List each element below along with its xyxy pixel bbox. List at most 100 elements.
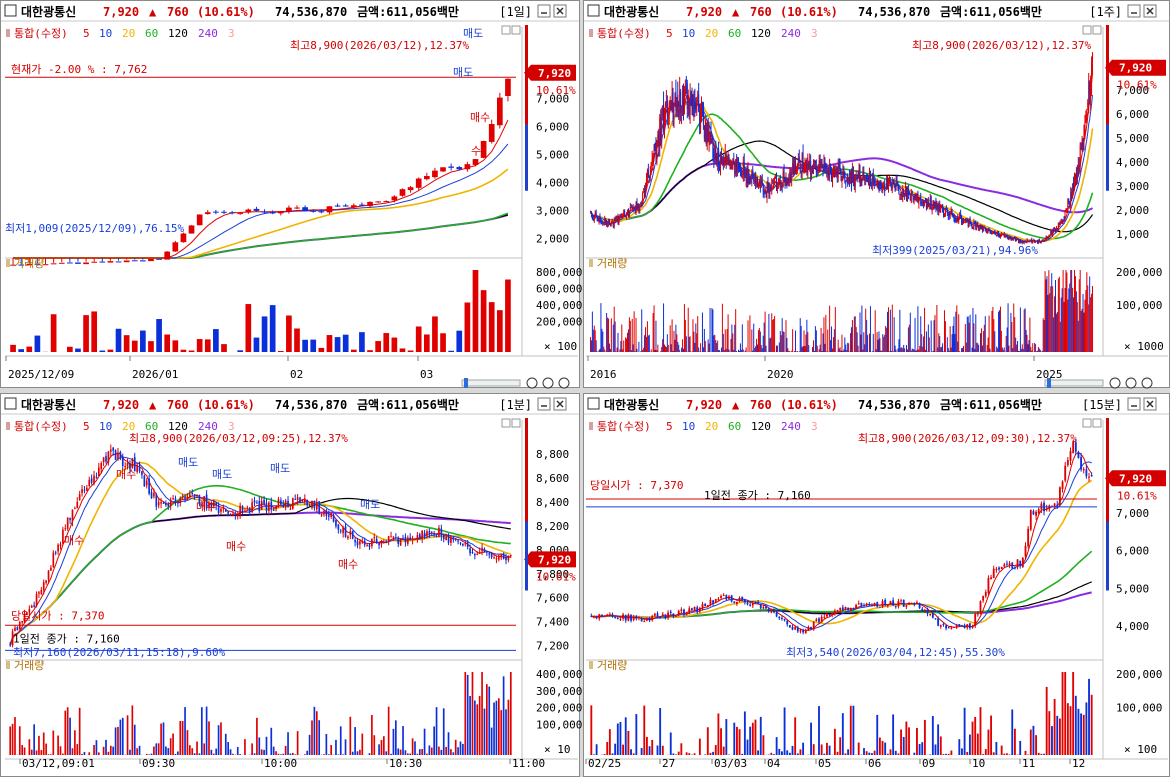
candle-body bbox=[672, 613, 675, 617]
candle-body bbox=[1025, 242, 1027, 244]
volume-bar bbox=[253, 337, 260, 352]
candle-body bbox=[481, 547, 483, 552]
volume-bar bbox=[742, 349, 744, 352]
period-selector[interactable]: [1분] bbox=[499, 398, 532, 412]
candle-body bbox=[756, 181, 758, 183]
period-selector[interactable]: [15분] bbox=[1082, 398, 1122, 412]
volume-bar bbox=[669, 732, 672, 755]
candle-body bbox=[1057, 223, 1059, 229]
candle-body bbox=[716, 159, 718, 163]
daily-zoom-controls[interactable] bbox=[461, 377, 570, 389]
candle-body bbox=[35, 594, 38, 607]
period-selector[interactable]: [1주] bbox=[1089, 5, 1122, 19]
candle-body bbox=[988, 229, 990, 231]
volume-bar bbox=[78, 707, 81, 755]
subchart-restore[interactable] bbox=[1082, 418, 1092, 428]
volume-bar bbox=[959, 351, 961, 352]
candle-body bbox=[962, 219, 964, 224]
candle-body bbox=[906, 189, 908, 199]
candle-body bbox=[430, 532, 433, 534]
candle-body bbox=[200, 504, 203, 506]
volume-bar bbox=[1091, 293, 1093, 352]
volume-bar bbox=[294, 754, 297, 755]
zoom-in-icon[interactable] bbox=[542, 377, 554, 389]
candle-body bbox=[967, 219, 969, 227]
candle-body bbox=[287, 500, 289, 508]
volume-bar bbox=[796, 350, 798, 352]
candle-body bbox=[280, 500, 282, 505]
volume-bar bbox=[643, 705, 646, 755]
subchart-close[interactable] bbox=[511, 25, 521, 35]
panel-checkbox[interactable] bbox=[4, 4, 17, 17]
volume-bar bbox=[402, 726, 404, 755]
volume-bar bbox=[733, 722, 736, 755]
candle-body bbox=[744, 173, 746, 178]
volume-bar bbox=[924, 349, 926, 352]
subchart-close[interactable] bbox=[1092, 418, 1102, 428]
scroll-handle[interactable] bbox=[464, 378, 468, 388]
volume-bar bbox=[33, 724, 35, 755]
zoom-in-icon[interactable] bbox=[1125, 377, 1137, 389]
candle-body bbox=[708, 132, 710, 145]
candle-body bbox=[833, 610, 836, 614]
subchart-restore[interactable] bbox=[501, 25, 511, 35]
candle-body bbox=[980, 226, 982, 228]
period-selector[interactable]: [1일] bbox=[499, 5, 532, 19]
candle-body bbox=[69, 517, 71, 520]
volume-bar bbox=[816, 345, 818, 352]
candle-body bbox=[939, 203, 941, 211]
scroll-handle[interactable] bbox=[1047, 378, 1051, 388]
candle-body bbox=[11, 631, 14, 646]
volume-bar bbox=[337, 754, 340, 755]
candle-body bbox=[447, 536, 450, 543]
candle-body bbox=[234, 514, 237, 516]
subchart-restore[interactable] bbox=[501, 418, 511, 428]
candle-body bbox=[971, 226, 973, 228]
volume-bar bbox=[773, 754, 775, 755]
volume-bar bbox=[962, 347, 964, 352]
zoom-out-icon[interactable] bbox=[526, 377, 538, 389]
weekly-zoom-controls[interactable] bbox=[1044, 377, 1153, 389]
candle-body bbox=[751, 171, 753, 180]
restore-button[interactable] bbox=[1127, 4, 1141, 18]
volume-bar bbox=[1078, 279, 1080, 352]
legend-main: 통합(수정) bbox=[14, 27, 68, 40]
candle-body bbox=[825, 166, 827, 168]
volume-bar bbox=[1077, 320, 1079, 352]
restore-button[interactable] bbox=[537, 4, 551, 18]
subchart-close[interactable] bbox=[1092, 25, 1102, 35]
zoom-out-icon[interactable] bbox=[1109, 377, 1121, 389]
volume-bar bbox=[1037, 346, 1039, 352]
candle-body bbox=[877, 182, 879, 186]
volume-bar bbox=[950, 750, 953, 755]
volume-bar bbox=[982, 331, 984, 352]
panel-checkbox[interactable] bbox=[587, 4, 600, 17]
volume-bar bbox=[764, 311, 766, 352]
candle-body bbox=[28, 608, 31, 613]
candle-body bbox=[788, 178, 790, 182]
subchart-close[interactable] bbox=[511, 418, 521, 428]
zoom-reset-icon[interactable] bbox=[558, 377, 570, 389]
volume-bar bbox=[229, 749, 232, 755]
subchart-restore[interactable] bbox=[1082, 25, 1092, 35]
volume-bar bbox=[834, 307, 836, 352]
price-tick: 7,000 bbox=[1116, 507, 1149, 520]
panel-checkbox[interactable] bbox=[587, 397, 600, 410]
open-line-label: 당일시가 : 7,370 bbox=[11, 608, 104, 622]
candle-body bbox=[488, 124, 495, 142]
volume-bar bbox=[490, 727, 493, 755]
restore-button[interactable] bbox=[537, 397, 551, 411]
panel-checkbox[interactable] bbox=[4, 397, 17, 410]
candle-body bbox=[926, 201, 928, 209]
price-tick: 3,000 bbox=[536, 204, 569, 217]
volume-bar bbox=[1062, 270, 1064, 352]
zoom-reset-icon[interactable] bbox=[1141, 377, 1153, 389]
restore-button[interactable] bbox=[1127, 397, 1141, 411]
volume-bar bbox=[99, 350, 106, 352]
candle-body bbox=[937, 618, 940, 626]
price-tick: 7,000 bbox=[536, 93, 569, 106]
candle-body bbox=[452, 537, 455, 540]
scrollbar[interactable] bbox=[461, 379, 521, 387]
scrollbar[interactable] bbox=[1044, 379, 1104, 387]
volume-bar bbox=[265, 736, 268, 755]
